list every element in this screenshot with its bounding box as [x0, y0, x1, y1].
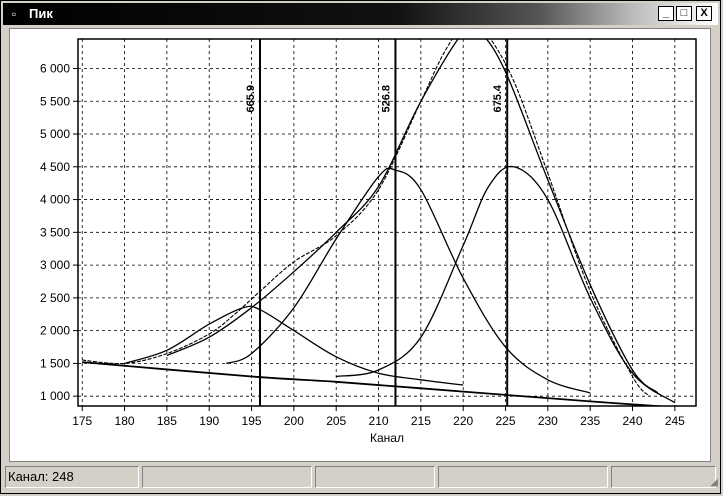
minimize-button[interactable]: _: [658, 6, 674, 21]
x-axis-label: Канал: [370, 431, 404, 445]
resize-grip-icon[interactable]: ◢: [710, 477, 718, 488]
x-tick-label: 230: [538, 414, 558, 428]
y-tick-label: 2 500: [40, 291, 70, 305]
x-tick-label: 225: [496, 414, 516, 428]
x-tick-label: 220: [453, 414, 473, 428]
y-tick-label: 5 000: [40, 127, 70, 141]
status-cell-5: [611, 466, 716, 488]
x-tick-label: 205: [326, 414, 346, 428]
series-peak-4: [336, 165, 676, 404]
x-tick-label: 245: [665, 414, 685, 428]
y-tick-label: 3 500: [40, 225, 70, 239]
series-group: [82, 39, 676, 406]
series-fit-sum-1: [166, 39, 659, 394]
status-cell-2: [142, 466, 312, 488]
y-tick-label: 4 000: [40, 193, 70, 207]
series-peak-2: [124, 305, 464, 386]
peak-chart[interactable]: 175 180 185 190 195 200 205 210 215 220 225 230 235 2…: [10, 29, 710, 461]
status-cell-3: [315, 466, 435, 488]
y-tick-label: 3 000: [40, 258, 70, 272]
x-tick-label: 215: [411, 414, 431, 428]
y-tick-label: 6 000: [40, 61, 70, 75]
peak-marker-label-0: 665.9: [245, 85, 257, 113]
y-tick-label: 5 500: [40, 94, 70, 108]
plot-border: [77, 38, 697, 407]
x-tick-label: 190: [199, 414, 219, 428]
x-tick-label: 180: [115, 414, 135, 428]
close-button[interactable]: X: [696, 6, 712, 21]
x-tick-label: 235: [580, 414, 600, 428]
title-bar[interactable]: ▫ Пик _ □ X: [3, 3, 718, 25]
y-tick-label: 2 000: [40, 324, 70, 338]
status-channel: Канал: 248: [5, 466, 139, 488]
y-tick-label: 1 500: [40, 356, 70, 370]
series-background-5: [82, 361, 670, 406]
status-bar: Канал: 248 ◢: [5, 466, 718, 490]
x-tick-label: 240: [622, 414, 642, 428]
x-tick-label: 185: [157, 414, 177, 428]
peak-marker-label-2: 675.4: [492, 84, 504, 112]
window-title: Пик: [29, 6, 53, 21]
x-tick-label: 210: [369, 414, 389, 428]
maximize-button[interactable]: □: [676, 6, 692, 21]
y-tick-label: 4 500: [40, 160, 70, 174]
window-icon[interactable]: ▫: [11, 7, 17, 21]
plot-area[interactable]: 175 180 185 190 195 200 205 210 215 220 225 230 235 2…: [9, 28, 711, 462]
x-tick-label: 195: [242, 414, 262, 428]
y-tick-label: 1 000: [40, 389, 70, 403]
status-cell-4: [438, 466, 608, 488]
peak-marker-label-1: 526.8: [380, 85, 392, 113]
x-tick-label: 175: [72, 414, 92, 428]
x-tick-label: 200: [284, 414, 304, 428]
